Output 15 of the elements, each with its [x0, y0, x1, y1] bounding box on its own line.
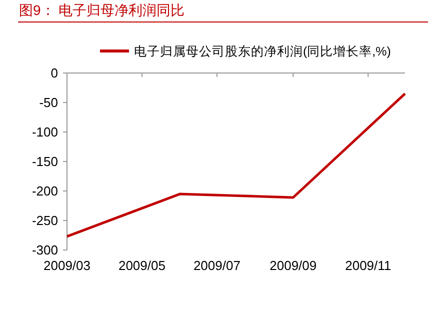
x-tick-label: 2009/05	[118, 258, 166, 273]
y-tick-label: -150	[32, 154, 58, 170]
y-tick-label: -300	[32, 242, 58, 258]
y-tick-label: -200	[32, 184, 58, 199]
y-tick-label: -100	[32, 124, 58, 140]
x-tick-label: 2009/03	[44, 258, 90, 273]
line-series	[66, 92, 406, 238]
y-tick-label: 0	[50, 66, 58, 81]
x-tick-label: 2009/07	[193, 258, 240, 273]
legend-label: 电子归属母公司股东的净利润(同比增长率,%)	[134, 43, 391, 58]
chart-title: 图9： 电子归母净利润同比	[19, 2, 185, 18]
y-tick-label: -250	[32, 213, 58, 228]
x-tick-label: 2009/11	[345, 258, 392, 273]
y-tick-label: -50	[39, 95, 58, 110]
x-tick-label: 2009/09	[270, 258, 317, 273]
